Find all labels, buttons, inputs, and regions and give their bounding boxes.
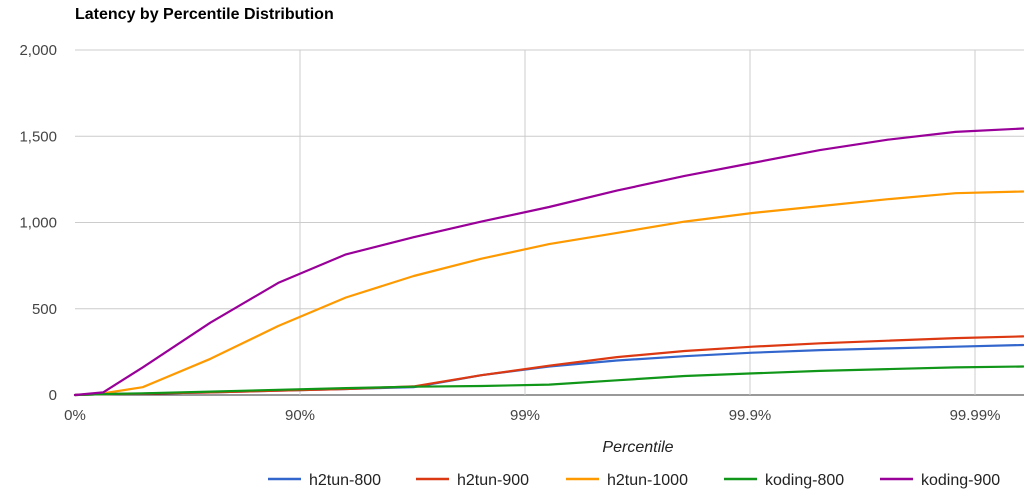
- x-tick-label: 99.99%: [950, 407, 1001, 424]
- y-tick-label: 1,000: [19, 215, 57, 232]
- x-tick-label: 90%: [285, 407, 315, 424]
- chart-title: Latency by Percentile Distribution: [75, 6, 334, 23]
- legend-label: koding-800: [765, 472, 844, 489]
- legend-item-h2tun-1000[interactable]: h2tun-1000: [566, 472, 688, 489]
- series-line-koding-800: [73, 365, 1024, 397]
- legend: h2tun-800 h2tun-900 h2tun-1000 koding-800 ko…: [268, 472, 1000, 489]
- series-line-koding-900: [73, 127, 1024, 397]
- series-line-h2tun-1000: [73, 190, 1024, 397]
- legend-label: h2tun-900: [457, 472, 529, 489]
- y-tick-label: 2,000: [19, 42, 57, 59]
- legend-item-h2tun-800[interactable]: h2tun-800: [268, 472, 381, 489]
- legend-label: koding-900: [921, 472, 1000, 489]
- legend-item-koding-800[interactable]: koding-800: [724, 472, 844, 489]
- x-tick-label: 99.9%: [729, 407, 772, 424]
- legend-item-h2tun-900[interactable]: h2tun-900: [416, 472, 529, 489]
- grid-lines: [75, 49, 1024, 396]
- series-line-h2tun-900: [73, 335, 1024, 397]
- x-axis-tick-labels: 0% 90% 99% 99.9% 99.99%: [64, 407, 1000, 424]
- y-tick-label: 1,500: [19, 128, 57, 145]
- legend-label: h2tun-800: [309, 472, 381, 489]
- legend-item-koding-900[interactable]: koding-900: [880, 472, 1000, 489]
- y-axis-tick-labels: 0 500 1,000 1,500 2,000: [19, 42, 57, 404]
- y-tick-label: 0: [49, 387, 57, 404]
- series-lines: [73, 127, 1024, 397]
- legend-label: h2tun-1000: [607, 472, 688, 489]
- x-axis-title: Percentile: [602, 439, 673, 456]
- x-tick-label: 0%: [64, 407, 86, 424]
- y-tick-label: 500: [32, 301, 57, 318]
- x-tick-label: 99%: [510, 407, 540, 424]
